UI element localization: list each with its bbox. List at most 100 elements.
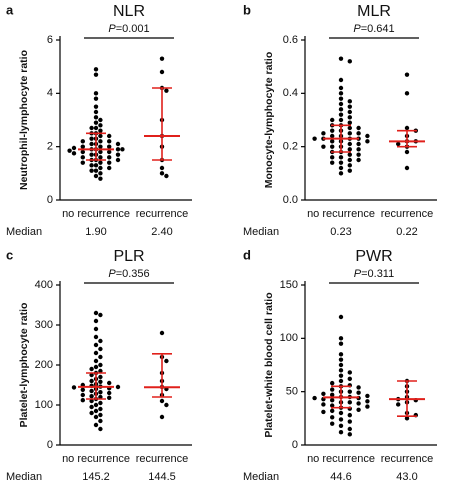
data-dot xyxy=(93,408,99,414)
data-dot xyxy=(347,370,352,375)
x-tick-label: recurrence xyxy=(136,208,189,220)
data-dot xyxy=(338,314,344,320)
data-dot xyxy=(338,101,344,107)
data-dot xyxy=(404,91,410,96)
data-dot xyxy=(347,147,352,152)
data-dot xyxy=(356,125,361,131)
chart-title: PWR xyxy=(355,248,392,265)
p-value: P=0.001 xyxy=(108,23,149,35)
data-dot xyxy=(404,416,410,421)
median-value: 1.90 xyxy=(85,226,106,238)
data-dot xyxy=(347,141,352,147)
p-symbol: P xyxy=(353,23,361,35)
data-dot xyxy=(98,362,103,368)
data-dot xyxy=(338,417,344,422)
data-dot xyxy=(338,117,344,123)
data-dot xyxy=(159,398,165,404)
x-tick-label: recurrence xyxy=(381,453,434,465)
data-dot xyxy=(338,368,344,373)
data-dot xyxy=(338,362,344,368)
data-dot xyxy=(159,69,165,75)
data-dot xyxy=(159,330,165,336)
p-text: =0.311 xyxy=(361,268,394,280)
data-dot xyxy=(330,128,335,133)
data-dot xyxy=(98,149,103,155)
data-dot xyxy=(98,406,103,412)
data-dot xyxy=(404,149,410,155)
data-dot xyxy=(347,157,352,163)
data-dot xyxy=(98,144,103,149)
data-dot xyxy=(159,171,165,176)
data-dot xyxy=(338,352,344,357)
data-dot xyxy=(338,77,344,83)
y-axis-label: Monocyte-lymphocyte ratio xyxy=(263,52,275,189)
data-dot xyxy=(330,117,335,123)
data-dot xyxy=(404,72,410,77)
data-dot xyxy=(338,430,344,435)
data-dot xyxy=(80,149,86,155)
y-tick-label: 0.2 xyxy=(283,141,298,153)
data-dot xyxy=(321,391,326,396)
data-dot xyxy=(98,346,103,352)
data-dot xyxy=(164,173,169,179)
data-dot xyxy=(98,139,103,144)
data-dot xyxy=(93,318,99,324)
data-dot xyxy=(71,145,77,151)
data-dot xyxy=(93,125,99,131)
chart-title: PLR xyxy=(113,248,144,265)
data-dot xyxy=(93,422,99,428)
data-dot xyxy=(80,160,86,165)
data-dot xyxy=(98,418,103,424)
data-dot xyxy=(80,387,86,392)
median-value: 44.6 xyxy=(330,471,351,483)
data-dot xyxy=(93,364,99,370)
data-dot xyxy=(347,109,352,115)
data-dot xyxy=(107,395,112,400)
p-symbol: P xyxy=(108,268,116,280)
data-dot xyxy=(164,88,169,93)
data-dot xyxy=(93,414,99,420)
data-dot xyxy=(396,402,401,407)
data-dot xyxy=(164,358,169,364)
data-dot xyxy=(330,398,335,403)
x-tick-label: no recurrence xyxy=(307,453,375,465)
y-tick-label: 150 xyxy=(280,279,298,291)
data-dot xyxy=(115,157,121,163)
data-dot xyxy=(98,171,103,176)
data-dot xyxy=(338,56,344,61)
data-dot xyxy=(98,426,103,432)
data-dot xyxy=(93,72,99,77)
data-dot xyxy=(356,401,361,406)
median-value: 0.22 xyxy=(396,226,417,238)
data-dot xyxy=(93,358,99,364)
data-dot xyxy=(338,341,344,346)
data-dot xyxy=(338,160,344,165)
x-tick-label: recurrence xyxy=(381,208,434,220)
data-dot xyxy=(338,85,344,91)
data-dot xyxy=(347,168,352,173)
data-dot xyxy=(159,56,165,61)
data-dot xyxy=(347,125,352,131)
data-dot xyxy=(338,410,344,416)
data-dot xyxy=(71,385,77,390)
median-value: 145.2 xyxy=(82,471,110,483)
data-dot xyxy=(98,400,103,406)
data-dot xyxy=(93,96,99,101)
median-value: 2.40 xyxy=(151,226,172,238)
data-dot xyxy=(404,125,410,131)
data-dot xyxy=(107,390,112,396)
data-dot xyxy=(93,350,99,356)
panel-letter: d xyxy=(243,247,251,262)
y-tick-label: 0 xyxy=(292,439,298,451)
data-dot xyxy=(93,104,99,109)
y-tick-label: 50 xyxy=(286,386,298,398)
data-dot xyxy=(347,163,352,168)
data-dot xyxy=(347,131,352,136)
y-tick-label: 0.6 xyxy=(283,34,298,46)
data-dot xyxy=(98,160,103,165)
data-dot xyxy=(159,165,165,171)
data-dot xyxy=(347,59,352,64)
data-dot xyxy=(338,107,344,112)
data-dot xyxy=(80,392,86,398)
